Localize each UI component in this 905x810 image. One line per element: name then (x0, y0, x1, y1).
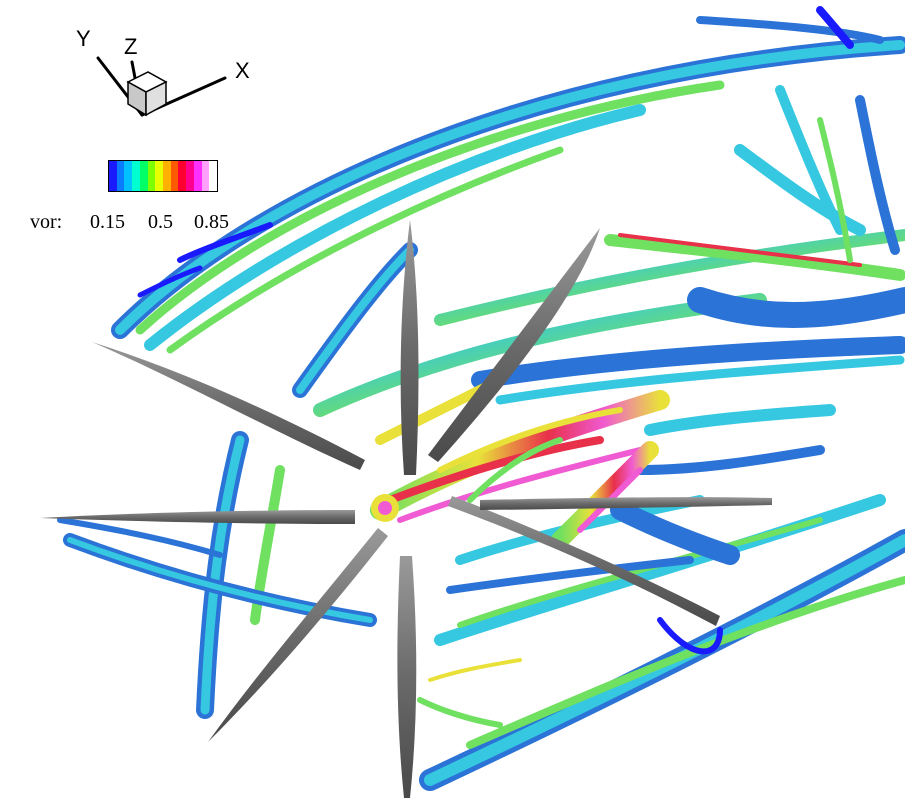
rotor-blade (208, 528, 388, 742)
colorbar-variable-label: vor: (30, 211, 63, 233)
rotor-blade (40, 510, 355, 524)
vorticity-colorbar (108, 160, 218, 192)
colorbar-swatch (155, 161, 164, 191)
colorbar-swatch (132, 161, 140, 191)
colorbar-swatch (186, 161, 194, 191)
axis-label-x: X (235, 58, 250, 83)
colorbar-tick-label: 0.85 (194, 211, 229, 233)
colorbar-swatch (116, 161, 125, 191)
rotor-blade (428, 228, 600, 462)
rotor-blades (40, 220, 772, 798)
rotor-blade (397, 556, 417, 798)
colorbar-swatch (109, 161, 117, 191)
colorbar-swatch (193, 161, 202, 191)
colorbar-swatch (139, 161, 148, 191)
colorbar-swatch (147, 161, 156, 191)
colorbar-swatch (201, 161, 210, 191)
colorbar-swatch (170, 161, 179, 191)
colorbar-swatch (124, 161, 133, 191)
axis-label-z: Z (124, 34, 138, 59)
axis-label-y: Y (76, 26, 91, 51)
rotor-blade (92, 342, 365, 470)
axis-triad (96, 56, 227, 117)
rotor-blade (448, 496, 720, 626)
rotor-blade (480, 497, 772, 510)
colorbar-tick-label: 0.15 (90, 211, 125, 233)
colorbar-swatch (178, 161, 187, 191)
rotor-blade (400, 220, 419, 475)
colorbar-swatch (209, 161, 218, 191)
colorbar-swatch (163, 161, 171, 191)
colorbar-tick-label: 0.5 (148, 211, 173, 233)
